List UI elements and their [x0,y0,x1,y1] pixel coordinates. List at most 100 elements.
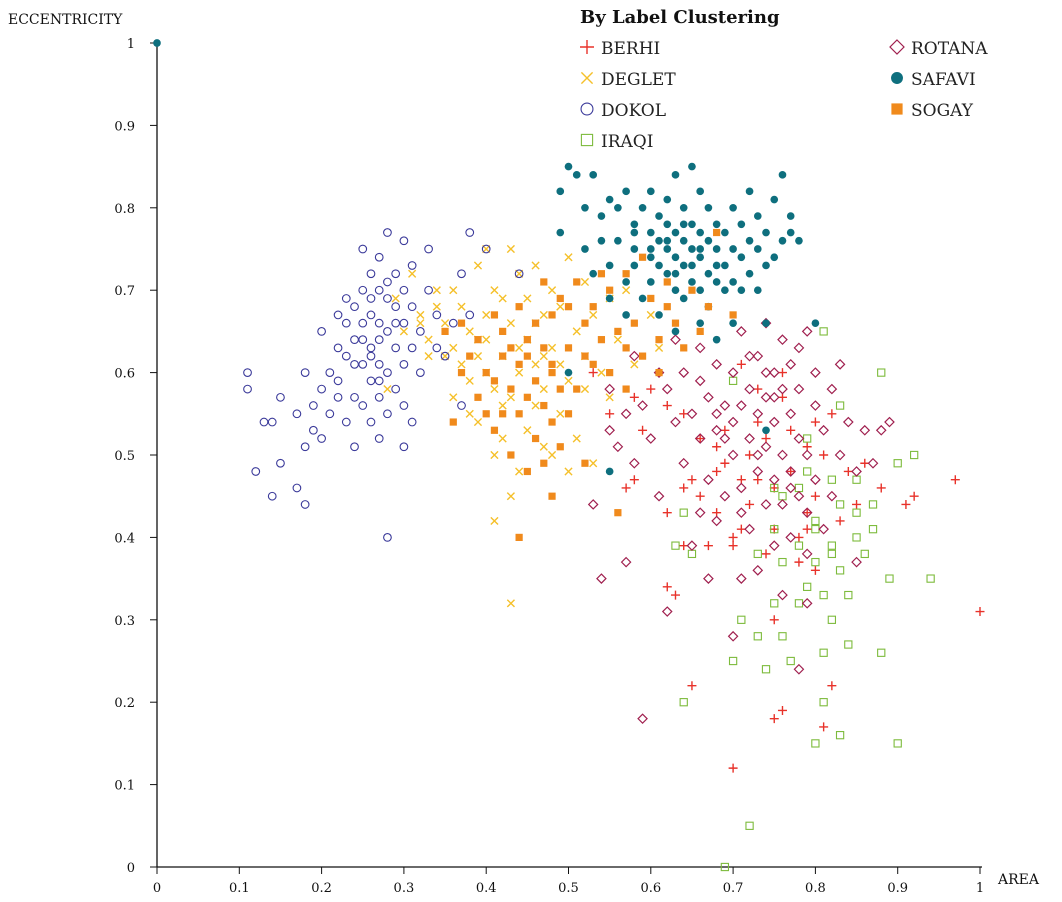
point-dokol [358,285,368,295]
point-berhi [876,483,886,493]
point-iraqi [852,508,861,517]
point-deglet [539,384,548,394]
point-dokol [383,327,392,336]
legend-marker-deglet [580,71,594,85]
point-deglet [473,261,483,270]
point-dokol [292,409,302,419]
point-safavi [597,236,606,245]
point-rotana [694,375,706,387]
point-rotana [785,359,797,370]
point-berhi [687,475,697,485]
point-iraqi [794,483,804,493]
point-rotana [810,474,821,486]
point-dokol [465,310,475,320]
point-deglet [432,286,441,295]
point-rotana [703,391,714,403]
point-berhi [777,705,787,715]
point-berhi [695,491,705,501]
point-safavi [646,187,655,196]
point-rotana [777,589,788,601]
point-sogay [515,303,523,311]
point-sogay [729,311,737,319]
point-deglet [457,360,466,369]
point-sogay [548,492,556,500]
point-sogay [556,443,564,451]
point-rotana [744,383,755,395]
point-deglet [482,310,491,320]
point-dokol [333,343,343,353]
legend-marker-sogay [891,103,903,115]
point-dokol [243,384,252,394]
y-tick-label: 0.7 [114,284,135,299]
point-berhi [909,491,919,501]
x-tick-label: 0 [153,881,161,896]
point-rotana [851,466,862,477]
point-berhi [728,532,738,542]
point-safavi [646,253,655,262]
point-deglet [465,409,474,418]
point-deglet [465,376,474,385]
y-ticks: 0 0.1 0.2 0.3 0.4 0.5 0.6 0.7 0.8 0.9 1 [114,37,157,876]
point-safavi [704,203,713,212]
point-sogay [622,344,630,352]
point-berhi [662,508,672,518]
point-rotana [735,573,747,584]
point-dokol [415,368,425,377]
point-rotana [727,367,739,378]
point-safavi [721,286,729,295]
point-rotana [653,490,665,502]
point-safavi [605,195,614,204]
point-sogay [482,410,490,418]
point-dokol [317,434,326,443]
point-safavi [712,220,721,229]
point-dokol [350,302,359,312]
point-deglet [399,327,408,336]
point-berhi [901,499,911,509]
point-safavi [630,220,639,229]
point-sogay [573,385,581,393]
point-dokol [341,294,351,303]
point-dokol [399,236,409,246]
point-safavi [153,39,161,47]
point-sogay [614,327,622,335]
point-rotana [810,400,821,411]
point-safavi [696,286,705,295]
point-iraqi [885,574,894,583]
point-sogay [564,410,573,418]
point-rotana [785,408,797,420]
point-dokol [317,384,326,394]
point-safavi [729,278,737,286]
point-dokol [514,269,524,279]
point-deglet [613,335,622,344]
point-rotana [744,433,755,444]
point-safavi [679,236,688,245]
point-rotana [760,499,772,510]
point-sogay [581,352,589,360]
x-tick-label: 0.1 [229,881,250,896]
point-safavi [556,228,565,237]
point-safavi [622,278,630,286]
point-berhi [687,681,697,691]
legend-marker-safavi [891,72,903,84]
point-berhi [827,681,837,691]
point-dokol [300,368,310,377]
point-dokol [358,335,368,345]
point-berhi [736,359,746,369]
point-sogay [597,336,606,344]
point-sogay [597,270,606,278]
y-tick-label: 0.8 [114,202,135,217]
point-rotana [801,597,813,609]
point-sogay [523,467,531,476]
point-rotana [801,507,813,519]
point-rotana [851,556,862,568]
point-iraqi [827,549,837,559]
point-rotana [768,474,780,486]
point-sogay [556,385,564,393]
point-safavi [786,212,795,220]
point-sogay [540,401,548,410]
point-sogay [655,369,663,377]
point-rotana [777,334,788,345]
point-deglet [531,401,540,410]
point-rotana [793,490,805,502]
point-iraqi [671,541,680,550]
